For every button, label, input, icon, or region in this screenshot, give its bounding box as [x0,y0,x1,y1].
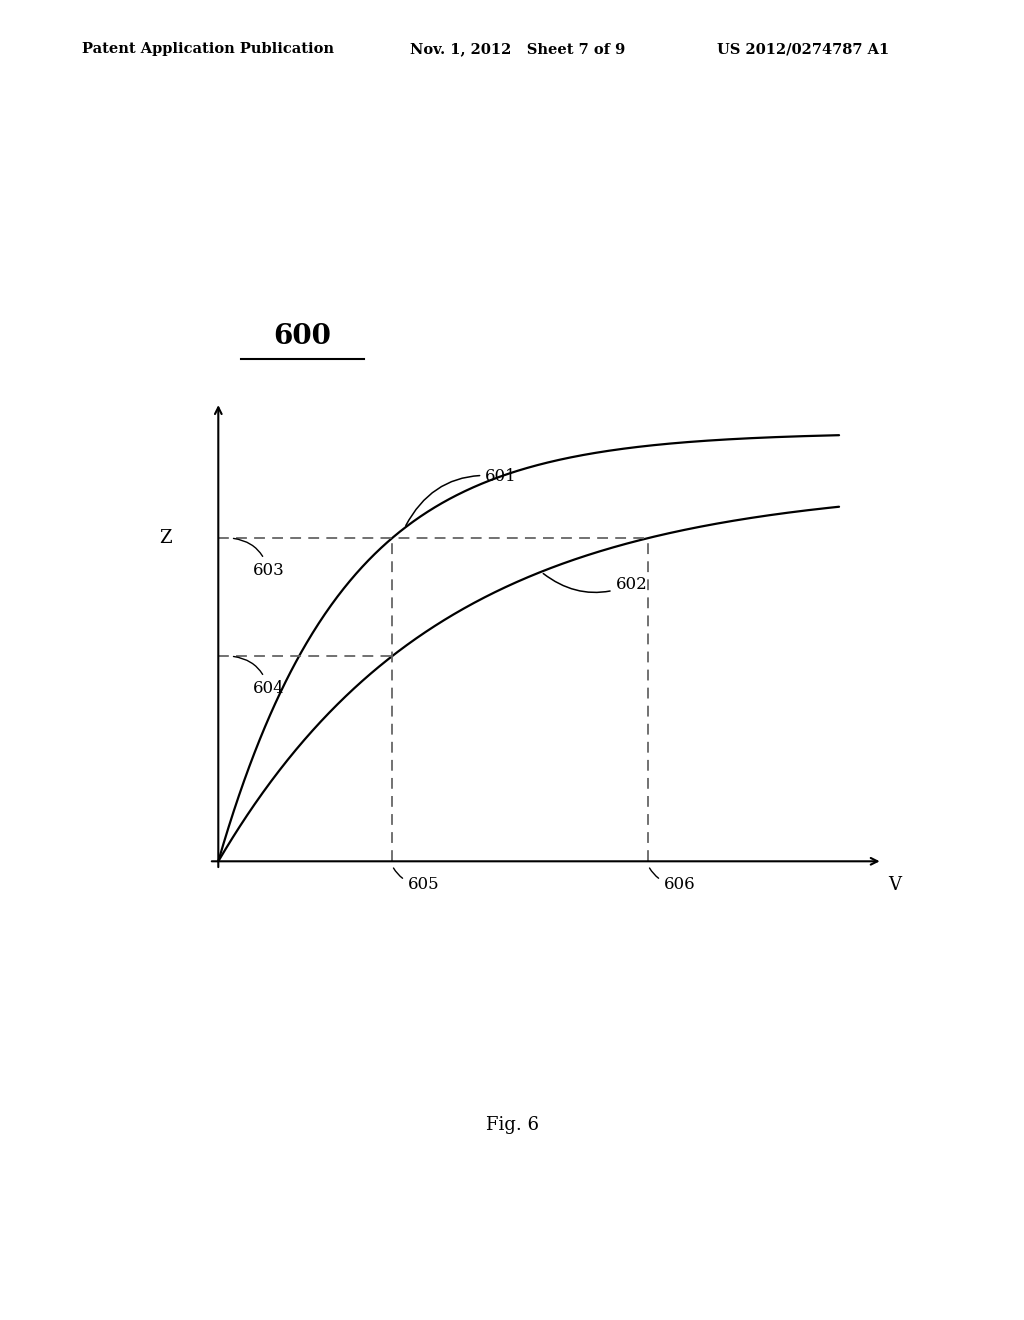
Text: 604: 604 [233,656,285,697]
Text: Z: Z [159,529,172,546]
Text: 600: 600 [273,323,331,350]
Text: US 2012/0274787 A1: US 2012/0274787 A1 [717,42,889,57]
Text: Nov. 1, 2012   Sheet 7 of 9: Nov. 1, 2012 Sheet 7 of 9 [410,42,625,57]
Text: 601: 601 [406,467,517,525]
Text: Patent Application Publication: Patent Application Publication [82,42,334,57]
Text: V: V [889,876,901,894]
Text: 606: 606 [649,869,695,894]
Text: Fig. 6: Fig. 6 [485,1115,539,1134]
Text: 602: 602 [544,573,647,593]
Text: 605: 605 [393,869,439,894]
Text: 603: 603 [233,539,285,578]
